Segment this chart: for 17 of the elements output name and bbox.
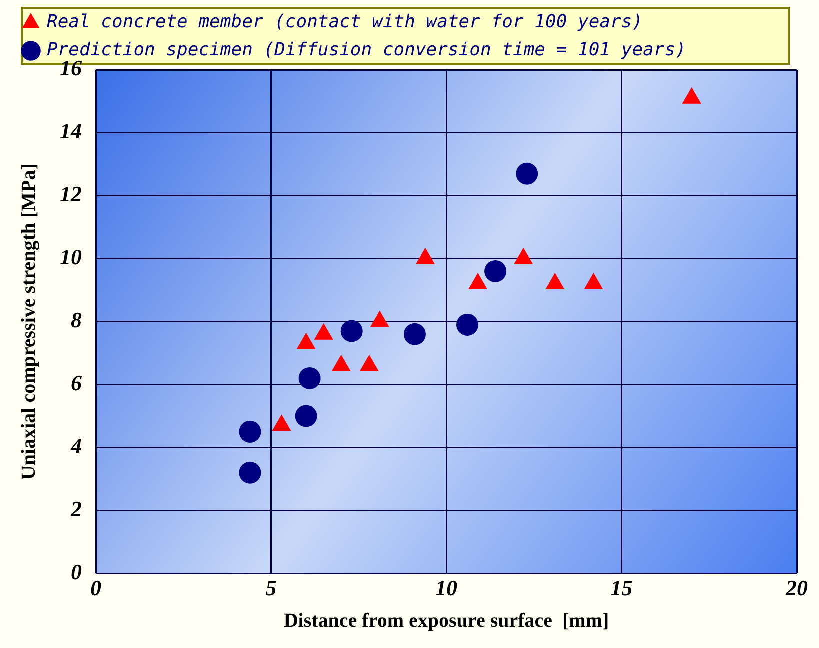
y-tick-label: 14 (60, 118, 82, 144)
y-tick-label: 0 (71, 559, 82, 584)
y-tick-label: 2 (70, 496, 82, 522)
x-tick-label: 10 (436, 575, 458, 600)
x-tick-label: 5 (266, 575, 277, 600)
y-axis-title: Uniaxial compressive strength [MPa] (18, 164, 40, 480)
legend-label: Prediction specimen (Diffusion conversion time = 101 years) (47, 40, 686, 61)
x-axis-title: Distance from exposure surface [mm] (284, 610, 610, 632)
x-tick-label: 15 (610, 575, 633, 600)
y-tick-label: 12 (60, 182, 82, 207)
y-tick-label: 10 (60, 244, 82, 270)
x-tick-label: 20 (785, 575, 808, 600)
y-tick-label: 4 (70, 433, 82, 458)
y-tick-label: 8 (71, 307, 82, 332)
x-tick-label: 0 (90, 575, 102, 600)
y-tick-label: 6 (71, 370, 82, 396)
legend-label: Real concrete member (contact with water for 100 years) (47, 12, 644, 33)
